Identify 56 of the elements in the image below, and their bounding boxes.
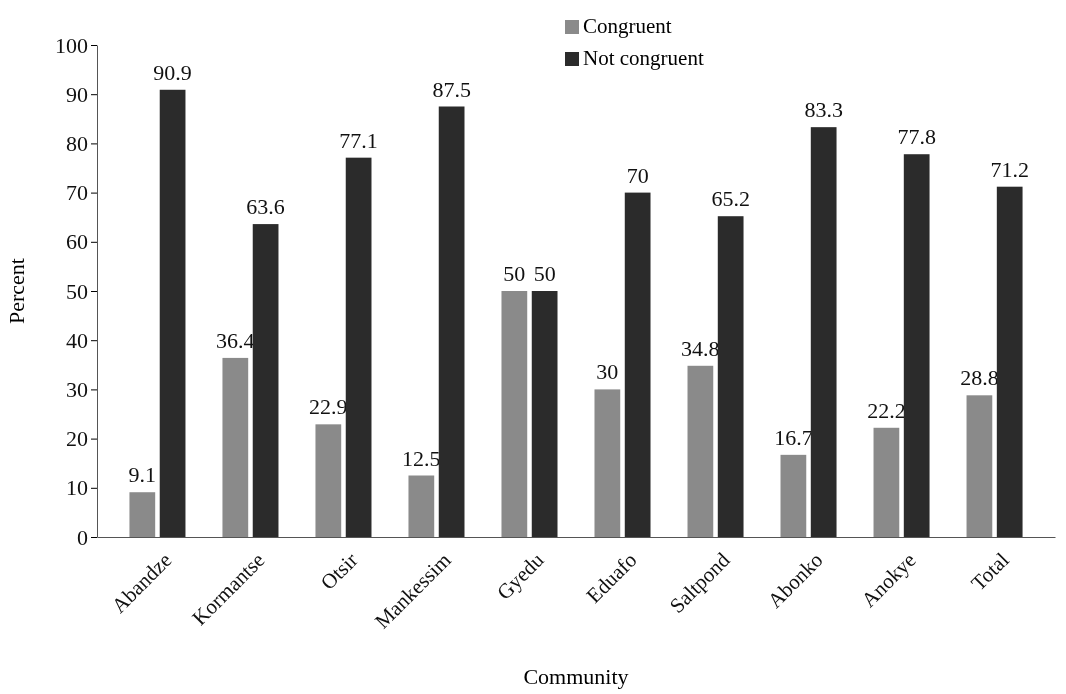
y-tick-label: 30 xyxy=(66,376,88,402)
bar xyxy=(129,492,156,537)
bar xyxy=(159,89,186,537)
y-tick-label: 60 xyxy=(66,229,88,255)
data-label: 36.4 xyxy=(216,327,255,353)
data-label: 22.2 xyxy=(867,397,906,423)
bar xyxy=(345,157,372,537)
bar xyxy=(996,186,1023,537)
bar xyxy=(408,475,435,537)
data-label: 22.9 xyxy=(309,394,348,420)
bar xyxy=(873,427,900,537)
bar xyxy=(222,357,249,537)
y-tick-label: 100 xyxy=(55,32,88,58)
data-label: 71.2 xyxy=(990,156,1029,182)
bar xyxy=(810,127,837,537)
y-axis-title: Percent xyxy=(4,258,29,324)
bar xyxy=(903,154,930,537)
bar xyxy=(780,454,807,537)
data-label: 16.7 xyxy=(774,424,813,450)
data-label: 28.8 xyxy=(960,365,999,391)
y-tick-label: 40 xyxy=(66,327,88,353)
data-label: 90.9 xyxy=(153,59,192,85)
y-tick-label: 20 xyxy=(66,426,88,452)
y-tick-label: 50 xyxy=(66,278,88,304)
bar xyxy=(501,291,528,537)
y-tick-label: 10 xyxy=(66,475,88,501)
data-label: 77.1 xyxy=(339,127,378,153)
bar xyxy=(438,106,465,537)
x-axis-title: Community xyxy=(523,664,629,689)
bar xyxy=(624,192,651,537)
y-tick-label: 90 xyxy=(66,81,88,107)
data-label: 77.8 xyxy=(897,124,936,150)
bar xyxy=(966,395,993,537)
data-label: 30 xyxy=(596,359,619,385)
data-label: 87.5 xyxy=(432,76,471,102)
data-label: 50 xyxy=(533,261,556,286)
bar xyxy=(531,291,558,537)
y-tick-label: 0 xyxy=(77,524,88,550)
data-label: 70 xyxy=(626,162,649,188)
bar xyxy=(717,216,744,537)
legend-label: Not congruent xyxy=(583,46,704,70)
data-label: 34.8 xyxy=(681,335,720,361)
y-tick-label: 80 xyxy=(66,130,88,156)
bar xyxy=(594,389,621,537)
x-tick-label: Otsir xyxy=(315,547,363,595)
data-label: 9.1 xyxy=(128,462,157,488)
bar xyxy=(252,224,279,537)
data-label: 65.2 xyxy=(711,186,750,212)
data-label: 12.5 xyxy=(402,445,441,471)
bar xyxy=(687,365,714,537)
y-tick-label: 70 xyxy=(66,180,88,206)
data-label: 63.6 xyxy=(246,194,285,220)
data-label: 50 xyxy=(503,261,526,286)
legend-label: Congruent xyxy=(583,14,672,38)
data-label: 83.3 xyxy=(804,97,843,123)
bar xyxy=(315,424,342,537)
